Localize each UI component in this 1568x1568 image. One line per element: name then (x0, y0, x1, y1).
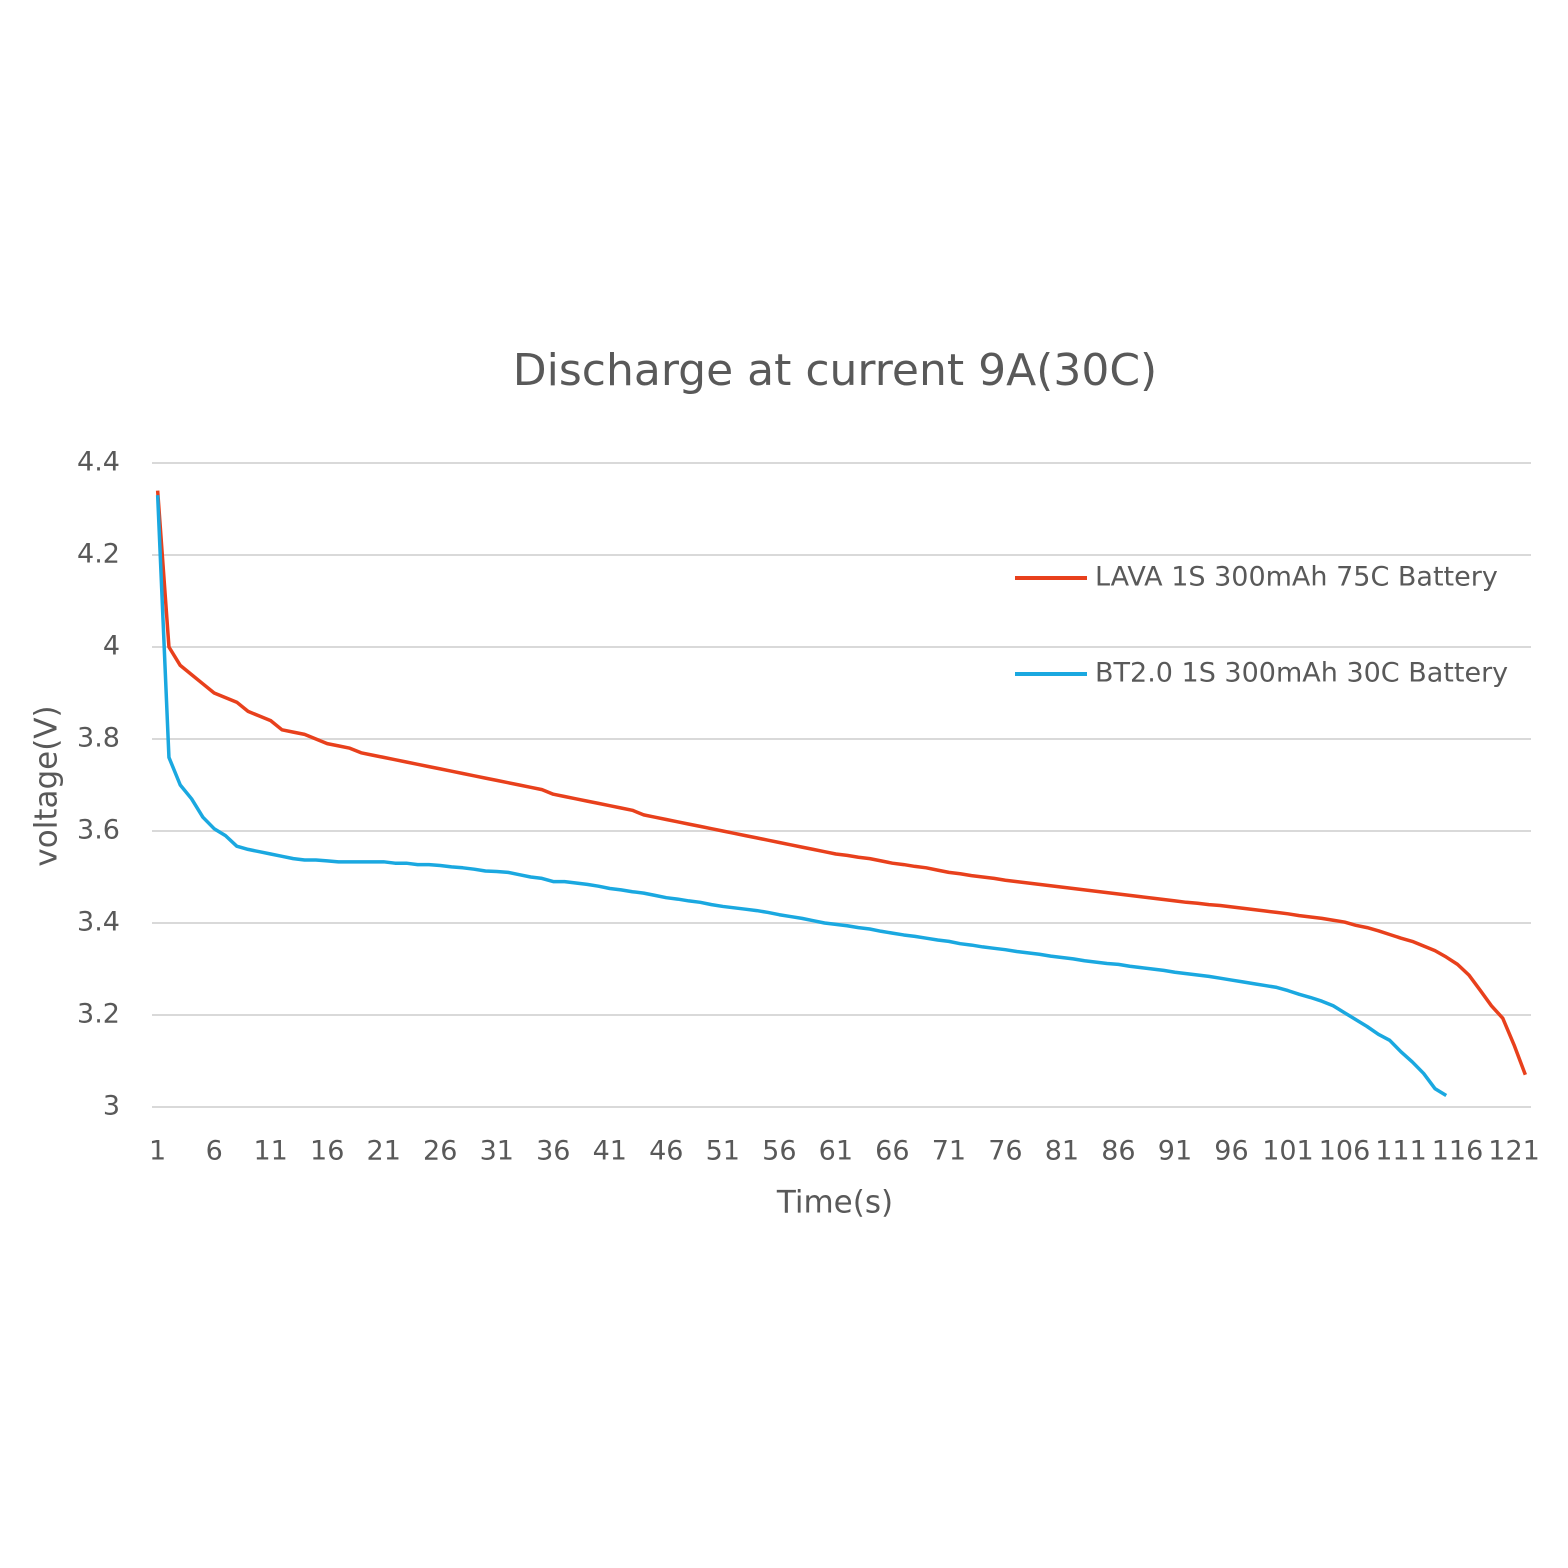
x-tick-label: 116 (1432, 1136, 1484, 1167)
x-tick-label: 26 (423, 1136, 457, 1167)
x-tick-label: 56 (762, 1136, 796, 1167)
x-tick-label: 111 (1375, 1136, 1427, 1167)
x-tick-label: 121 (1488, 1136, 1540, 1167)
x-tick-label: 101 (1262, 1136, 1314, 1167)
y-tick-label: 4 (103, 631, 120, 662)
x-tick-label: 31 (480, 1136, 514, 1167)
x-tick-label: 91 (1158, 1136, 1192, 1167)
x-tick-label: 36 (536, 1136, 570, 1167)
series-line (155, 495, 1448, 1097)
x-tick-label: 51 (706, 1136, 740, 1167)
x-tick-label: 11 (254, 1136, 288, 1167)
y-tick-label: 3.4 (77, 907, 120, 938)
x-tick-label: 106 (1319, 1136, 1371, 1167)
x-tick-label: 41 (593, 1136, 627, 1167)
x-tick-label: 76 (988, 1136, 1022, 1167)
x-tick-label: 96 (1214, 1136, 1248, 1167)
x-tick-label: 16 (310, 1136, 344, 1167)
x-tick-label: 71 (932, 1136, 966, 1167)
x-tick-label: 6 (206, 1136, 223, 1167)
x-tick-label: 1 (149, 1136, 166, 1167)
y-tick-label: 4.2 (77, 539, 120, 570)
chart-title: Discharge at current 9A(30C) (513, 345, 1157, 396)
x-tick-label: 86 (1101, 1136, 1135, 1167)
legend-label: BT2.0 1S 300mAh 30C Battery (1095, 658, 1508, 689)
series-line (155, 490, 1527, 1076)
x-tick-label: 46 (649, 1136, 683, 1167)
x-tick-label: 66 (875, 1136, 909, 1167)
y-tick-label: 4.4 (77, 447, 120, 478)
y-tick-label: 3.2 (77, 999, 120, 1030)
y-tick-label: 3.6 (77, 815, 120, 846)
x-axis-title: Time(s) (776, 1185, 893, 1221)
x-tick-label: 61 (819, 1136, 853, 1167)
y-tick-label: 3 (103, 1091, 120, 1122)
y-tick-label: 3.8 (77, 723, 120, 754)
legend-label: LAVA 1S 300mAh 75C Battery (1095, 562, 1498, 593)
y-axis-title: voltage(V) (29, 705, 65, 866)
x-tick-label: 21 (367, 1136, 401, 1167)
x-tick-label: 81 (1045, 1136, 1079, 1167)
